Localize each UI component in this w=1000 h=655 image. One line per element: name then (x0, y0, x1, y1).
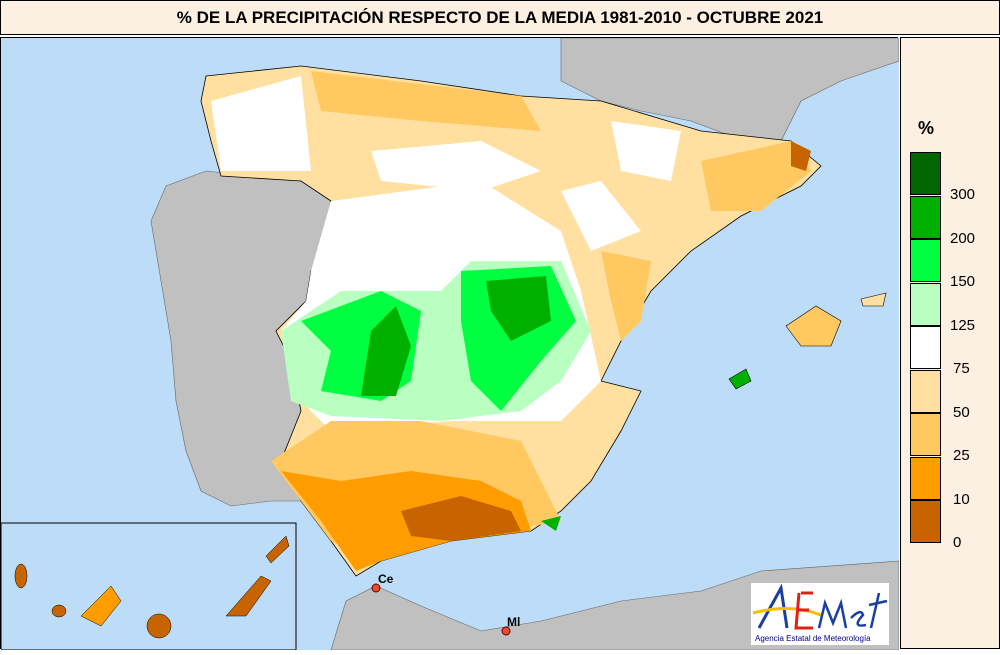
legend-label: 0 (953, 534, 962, 551)
legend-unit: % (918, 118, 935, 138)
legend-swatch (910, 413, 941, 456)
precipitation-map: Ce Ml (0, 37, 900, 651)
legend-label: 125 (950, 316, 976, 334)
map-title: % DE LA PRECIPITACIÓN RESPECTO DE LA MED… (0, 0, 1000, 35)
legend-label: 150 (950, 273, 976, 290)
ibiza (728, 368, 752, 390)
legend-label: 300 (950, 186, 976, 203)
legend-label: 10 (953, 490, 970, 508)
legend-swatch (910, 369, 941, 413)
mallorca (785, 305, 842, 347)
map-svg: Ce Ml (0, 37, 900, 651)
legend-label: 25 (953, 447, 970, 464)
legend-label: 200 (950, 229, 976, 247)
svg-text:Ce: Ce (378, 572, 394, 586)
legend-swatch (910, 326, 941, 369)
legend-swatch (910, 239, 941, 282)
legend-swatch (910, 282, 941, 326)
legend-swatch (910, 456, 941, 500)
legend-swatch (910, 195, 941, 239)
precipitation-zones (211, 71, 811, 571)
legend-label: 75 (953, 360, 970, 377)
svg-text:Ml: Ml (507, 615, 520, 629)
legend-swatch (910, 152, 941, 195)
aemet-subtitle: Agencia Estatal de Meteorología (755, 634, 871, 643)
aemet-logo: Agencia Estatal de Meteorología (751, 583, 889, 645)
menorca (860, 292, 887, 307)
aemet-logo-mark (752, 583, 888, 630)
legend-label: 50 (953, 403, 970, 421)
city-melilla: Ml (501, 615, 520, 636)
canary-islands (14, 535, 290, 639)
legend-swatch (910, 500, 941, 543)
city-ceuta: Ce (371, 572, 394, 593)
